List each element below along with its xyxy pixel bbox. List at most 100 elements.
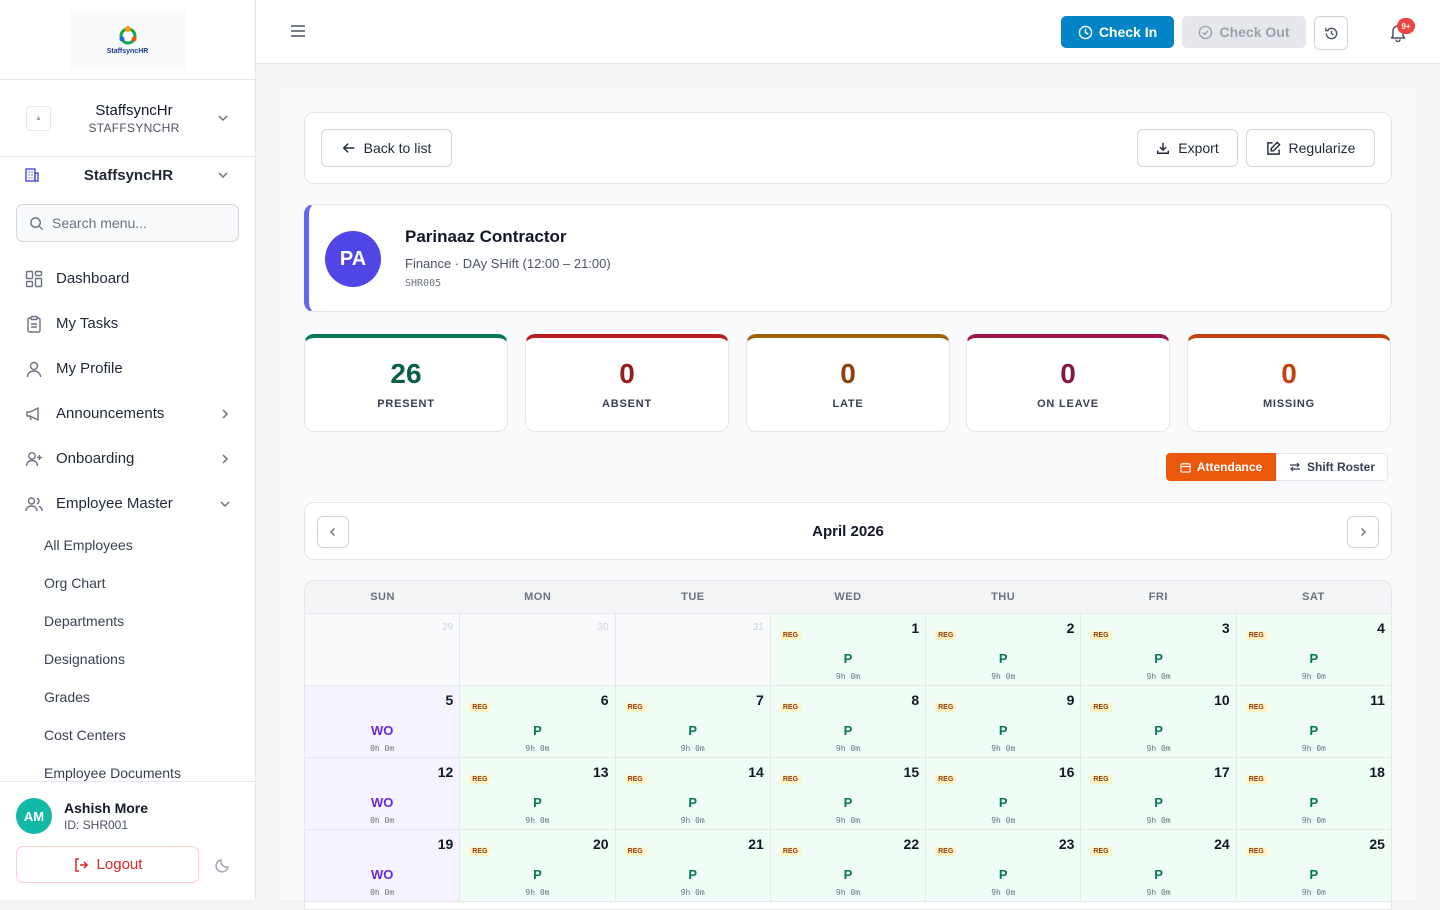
- calendar-day-cell[interactable]: 21 REG P 9h 0m: [615, 830, 771, 901]
- calendar-day-cell[interactable]: 15 REG P 9h 0m: [770, 758, 927, 829]
- worked-hours: 9h 0m: [1301, 888, 1326, 897]
- calendar-day-cell[interactable]: 30: [460, 614, 616, 685]
- sidebar-item-onboarding[interactable]: Onboarding: [0, 436, 255, 481]
- stat-present: 26 PRESENT: [304, 334, 508, 432]
- calendar-day-cell[interactable]: 23 REG P 9h 0m: [926, 830, 1082, 901]
- download-icon: [1157, 142, 1170, 154]
- day-number: 10: [1214, 692, 1230, 708]
- sidebar-item-employee-master[interactable]: Employee Master: [0, 481, 255, 526]
- attendance-status: P: [688, 867, 698, 882]
- calendar-day-cell[interactable]: 20 REG P 9h 0m: [460, 830, 616, 901]
- calendar-day-cell[interactable]: 9 REG P 9h 0m: [926, 686, 1082, 757]
- weekday-label: SAT: [1302, 591, 1325, 603]
- regular-shift-tag: REG: [469, 775, 491, 784]
- check-in-button[interactable]: Check In: [1061, 16, 1174, 48]
- calendar-day-cell[interactable]: 16 REG P 9h 0m: [926, 758, 1082, 829]
- calendar-day-cell[interactable]: 6 REG P 9h 0m: [460, 686, 616, 757]
- chevron-right-icon: [222, 408, 229, 419]
- chevron-right-icon: [1361, 528, 1366, 536]
- stat-value: 0: [840, 358, 856, 389]
- dashboard-icon: [24, 269, 44, 289]
- day-number: 8: [911, 692, 920, 708]
- sidebar-subitem-org-chart[interactable]: Org Chart: [44, 575, 106, 591]
- calendar-day-cell[interactable]: 17 REG P 9h 0m: [1081, 758, 1237, 829]
- logout-button[interactable]: Logout: [16, 846, 199, 883]
- day-number: 11: [1370, 692, 1385, 708]
- sidebar-item-dashboard[interactable]: Dashboard: [0, 256, 255, 301]
- sidebar-item-my-tasks[interactable]: My Tasks: [0, 301, 255, 346]
- calendar-icon: [1180, 462, 1191, 473]
- calendar-day-cell[interactable]: 12 WO 0h 0m: [305, 758, 461, 829]
- app-logo[interactable]: StaffsyncHR: [69, 8, 186, 71]
- export-button[interactable]: Export: [1137, 129, 1238, 167]
- calendar-weekday-header: SUN MON TUE WED THU FRI SAT: [305, 581, 1391, 614]
- calendar-day-cell[interactable]: 29: [305, 614, 461, 685]
- sidebar: StaffsyncHR ▲ StaffsyncHr STAFFSYNCHR St…: [0, 0, 256, 900]
- sidebar-subitem-cost-centers[interactable]: Cost Centers: [44, 727, 126, 743]
- calendar-day-cell[interactable]: 18 REG P 9h 0m: [1236, 758, 1391, 829]
- prev-month-button[interactable]: [317, 516, 349, 548]
- worked-hours: 9h 0m: [1301, 744, 1326, 753]
- regular-shift-tag: REG: [779, 631, 802, 640]
- sidebar-subitem-departments[interactable]: Departments: [44, 613, 125, 629]
- worked-hours: 0h 0m: [370, 888, 395, 897]
- calendar-day-cell[interactable]: 31: [615, 614, 771, 685]
- sidebar-subitem-designations[interactable]: Designations: [44, 651, 125, 667]
- weekday-label: WED: [834, 591, 862, 603]
- calendar-day-cell[interactable]: 14 REG P 9h 0m: [615, 758, 771, 829]
- calendar-day-cell[interactable]: 8 REG P 9h 0m: [770, 686, 927, 757]
- calendar-day-cell[interactable]: 10 REG P 9h 0m: [1081, 686, 1237, 757]
- tab-shift-roster[interactable]: Shift Roster: [1276, 453, 1388, 481]
- chevron-right-icon: [222, 453, 229, 464]
- module-name: StaffsyncHR: [83, 166, 174, 184]
- day-number: 31: [752, 622, 764, 633]
- stat-label: MISSING: [1262, 398, 1316, 410]
- attendance-status: P: [1309, 723, 1319, 738]
- calendar-day-cell[interactable]: 24 REG P 9h 0m: [1081, 830, 1237, 901]
- day-number: 20: [592, 836, 609, 852]
- calendar-day-cell[interactable]: 3 REG P 9h 0m: [1081, 614, 1237, 685]
- calendar-body: 29 30 31 1 REG P 9h 0m 2 REG P 9h 0m 3 REG P 9h 0m 4 REG…: [305, 614, 1391, 902]
- moon-icon[interactable]: [215, 857, 231, 873]
- attendance-status: P: [843, 723, 853, 738]
- user-footer: AM Ashish More ID: SHR001 Logout: [0, 781, 255, 900]
- sidebar-subitem-grades[interactable]: Grades: [44, 689, 90, 705]
- user-icon: [24, 359, 44, 379]
- calendar-day-cell[interactable]: 4 REG P 9h 0m: [1236, 614, 1391, 685]
- day-number: 18: [1369, 764, 1385, 780]
- day-number: 17: [1214, 764, 1230, 780]
- calendar-day-cell[interactable]: 5 WO 0h 0m: [305, 686, 461, 757]
- calendar-day-cell[interactable]: 22 REG P 9h 0m: [770, 830, 927, 901]
- day-number: 7: [756, 692, 764, 708]
- calendar-day-cell[interactable]: 13 REG P 9h 0m: [460, 758, 616, 829]
- search-menu-input[interactable]: Search menu...: [16, 204, 239, 242]
- calendar-day-cell[interactable]: 11 REG P 9h 0m: [1236, 686, 1391, 757]
- calendar-day-cell[interactable]: 19 WO 0h 0m: [305, 830, 461, 901]
- calendar-day-cell[interactable]: 7 REG P 9h 0m: [615, 686, 771, 757]
- attendance-status: P: [688, 795, 698, 810]
- module-switcher[interactable]: StaffsyncHR: [0, 157, 255, 193]
- org-switcher[interactable]: ▲ StaffsyncHr STAFFSYNCHR: [0, 80, 255, 157]
- sidebar-subitem-employee-documents[interactable]: Employee Documents: [44, 765, 181, 781]
- regular-shift-tag: REG: [1090, 703, 1112, 712]
- history-button[interactable]: [1314, 16, 1348, 50]
- tab-attendance[interactable]: Attendance: [1166, 453, 1276, 481]
- worked-hours: 9h 0m: [1301, 672, 1326, 681]
- sidebar-subitem-all-employees[interactable]: All Employees: [44, 537, 133, 553]
- stat-label: LATE: [832, 398, 864, 410]
- worked-hours: 9h 0m: [680, 816, 705, 825]
- menu-icon[interactable]: [290, 24, 306, 38]
- chevron-down-icon: [220, 500, 230, 507]
- calendar-day-cell[interactable]: 2 REG P 9h 0m: [926, 614, 1082, 685]
- calendar-day-cell[interactable]: 25 REG P 9h 0m: [1236, 830, 1391, 901]
- worked-hours: 9h 0m: [680, 888, 705, 897]
- check-out-button[interactable]: Check Out: [1182, 16, 1306, 48]
- sidebar-item-announcements[interactable]: Announcements: [0, 391, 255, 436]
- next-month-button[interactable]: [1347, 516, 1379, 548]
- calendar-day-cell[interactable]: 1 REG P 9h 0m: [770, 614, 927, 685]
- regularize-button[interactable]: Regularize: [1246, 129, 1375, 167]
- back-to-list-button[interactable]: Back to list: [321, 129, 452, 167]
- sidebar-item-my-profile[interactable]: My Profile: [0, 346, 255, 391]
- regular-shift-tag: REG: [935, 631, 957, 640]
- notification-badge: 9+: [1397, 18, 1415, 34]
